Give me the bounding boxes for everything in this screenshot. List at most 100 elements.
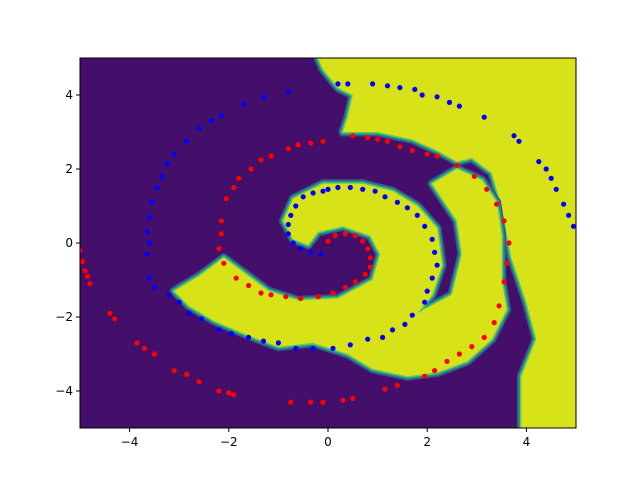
red-point — [506, 240, 512, 246]
red-point — [315, 294, 321, 300]
red-point — [320, 138, 326, 144]
blue-point — [293, 345, 299, 351]
blue-point — [285, 88, 291, 94]
red-point — [268, 153, 274, 159]
blue-point — [300, 194, 306, 200]
blue-point — [241, 101, 247, 107]
red-point — [308, 140, 314, 146]
blue-point — [325, 186, 331, 192]
x-tick-label: 0 — [324, 435, 332, 449]
blue-point — [404, 205, 410, 211]
blue-point — [288, 212, 294, 218]
red-point — [233, 275, 239, 281]
blue-point — [318, 251, 324, 257]
red-point — [456, 351, 462, 357]
red-point — [360, 238, 366, 244]
red-point — [496, 303, 502, 309]
red-point — [394, 382, 400, 388]
blue-point — [151, 284, 157, 290]
blue-point — [146, 275, 152, 281]
blue-point — [310, 345, 316, 351]
red-point — [491, 320, 497, 326]
blue-point — [548, 175, 554, 181]
blue-point — [570, 223, 576, 229]
red-point — [350, 133, 356, 139]
blue-point — [198, 316, 205, 322]
red-point — [350, 395, 356, 401]
blue-point — [330, 345, 336, 351]
red-point — [365, 246, 371, 252]
red-point — [196, 379, 202, 385]
red-point — [112, 316, 118, 322]
red-point — [434, 153, 440, 159]
red-point — [340, 397, 346, 403]
blue-point — [285, 221, 291, 228]
red-point — [80, 247, 83, 253]
blue-point — [144, 251, 150, 257]
blue-point — [422, 299, 428, 305]
blue-point — [347, 184, 353, 191]
red-point — [382, 386, 388, 392]
plot-area — [80, 58, 576, 428]
blue-point — [384, 83, 391, 89]
red-point — [501, 279, 507, 285]
blue-point — [320, 188, 326, 194]
blue-point — [536, 159, 542, 165]
blue-point — [275, 340, 281, 346]
blue-point — [429, 236, 435, 242]
blue-point — [516, 138, 522, 144]
red-point — [330, 290, 336, 296]
blue-point — [146, 214, 152, 220]
x-axis: −4 −2 0 2 4 — [121, 428, 530, 449]
red-point — [248, 166, 254, 172]
y-tick-label: −2 — [55, 310, 73, 324]
red-point — [454, 162, 460, 168]
blue-point — [184, 138, 190, 144]
blue-point — [394, 199, 400, 205]
y-tick-label: 4 — [65, 88, 73, 102]
blue-point — [290, 240, 296, 246]
class-b-regions — [169, 58, 576, 428]
x-tick-label: −2 — [220, 435, 238, 449]
red-point — [365, 135, 371, 141]
red-point — [268, 292, 274, 298]
red-point — [367, 255, 373, 261]
blue-point — [419, 92, 425, 98]
blue-point — [360, 186, 366, 192]
blue-point — [335, 81, 341, 87]
blue-point — [260, 338, 267, 344]
red-point — [216, 388, 222, 394]
red-point — [352, 233, 358, 239]
blue-point — [186, 310, 192, 316]
y-axis: −4 −2 0 2 4 — [55, 88, 80, 398]
blue-point — [446, 99, 453, 105]
blue-point — [365, 336, 371, 342]
x-tick-label: −4 — [121, 435, 139, 449]
blue-point — [176, 299, 182, 305]
blue-point — [397, 85, 403, 91]
class-b-region-spiral — [174, 169, 507, 377]
y-tick-label: 2 — [65, 162, 73, 176]
red-point — [409, 147, 415, 154]
red-point — [504, 260, 510, 266]
red-point — [422, 373, 428, 379]
red-point — [362, 271, 368, 277]
blue-point — [144, 229, 150, 235]
red-point — [298, 295, 304, 302]
red-point — [367, 264, 373, 270]
blue-point — [146, 240, 152, 246]
blue-point — [456, 103, 462, 109]
blue-point — [402, 321, 408, 327]
x-tick-label: 4 — [523, 435, 531, 449]
red-point — [352, 279, 358, 285]
blue-point — [149, 199, 155, 205]
blue-point — [347, 342, 353, 348]
red-point — [283, 294, 289, 300]
blue-point — [370, 81, 376, 87]
red-point — [397, 144, 403, 150]
blue-point — [298, 246, 304, 252]
y-tick-label: −4 — [55, 384, 73, 398]
red-point — [82, 268, 88, 274]
red-point — [107, 310, 113, 316]
blue-point — [196, 125, 202, 131]
